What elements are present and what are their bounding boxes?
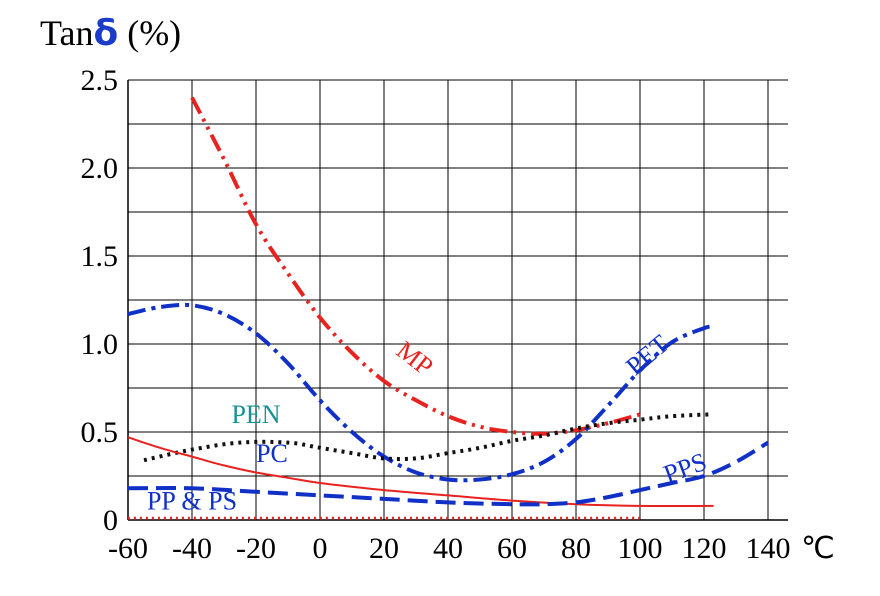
tick-labels: 0 0.5 1.0 1.5 2.0 2.5 -60 -40 -20 0 20 40 60 80 100 120… — [81, 64, 835, 565]
x-tick-label: 20 — [369, 532, 399, 565]
series-label-pp-ps: PP & PS — [147, 486, 237, 515]
series-line-pps — [127, 440, 770, 507]
x-tick-label: -40 — [172, 532, 212, 565]
plot-axes — [127, 80, 788, 521]
y-tick-label: 2.5 — [81, 64, 119, 97]
series-label-pen: PEN — [231, 400, 280, 429]
y-tick-label: 0.5 — [81, 416, 119, 449]
y-axis-title-prefix: Tan — [40, 13, 94, 53]
x-axis-unit: ℃ — [801, 532, 835, 565]
series-line-mp — [190, 96, 641, 436]
y-tick-label: 1.0 — [81, 328, 119, 361]
delta-symbol: δ — [93, 13, 119, 54]
y-tick-label: 0 — [103, 504, 118, 537]
y-axis-title: Tanδ (%) — [40, 12, 181, 54]
series-line-pet — [127, 302, 714, 483]
y-axis-title-unit: (%) — [127, 13, 182, 53]
series-layer — [127, 96, 770, 520]
plot-grid — [127, 79, 788, 521]
x-tick-label: 100 — [618, 532, 663, 565]
x-tick-label: 60 — [497, 532, 527, 565]
x-tick-label: -20 — [236, 532, 276, 565]
x-tick-label: 40 — [433, 532, 463, 565]
x-tick-label: 140 — [746, 532, 791, 565]
x-tick-label: 0 — [313, 532, 328, 565]
series-label-pps: PPS — [660, 447, 711, 489]
y-tick-label: 1.5 — [81, 240, 119, 273]
series-label-mp: MP — [391, 335, 438, 381]
x-tick-label: -60 — [108, 532, 148, 565]
x-tick-label: 80 — [561, 532, 591, 565]
series-label-pet: PET — [620, 329, 674, 381]
series-label-pc: PC — [256, 439, 288, 468]
series-line-pen — [143, 412, 711, 463]
x-tick-label: 120 — [682, 532, 727, 565]
y-tick-label: 2.0 — [81, 152, 119, 185]
